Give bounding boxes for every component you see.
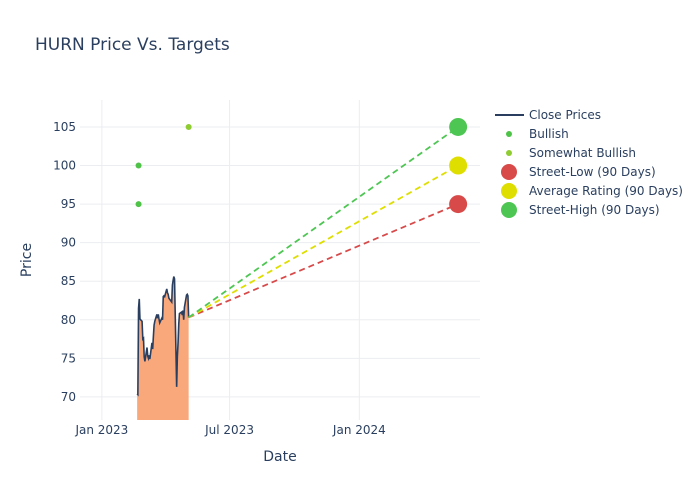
axis-ticks: 70 75 80 85 90 95 100 105 Jan 2023 Jul 2023 Jan 20… [53,120,386,437]
target-lines [188,126,459,319]
x-tick-label: Jan 2023 [74,423,128,437]
legend[interactable]: Close Prices Bullish Somewhat Bullish Stree… [495,108,683,218]
close-price-line-layer [136,276,190,397]
legend-label: Somewhat Bullish [529,146,636,160]
y-tick-label: 80 [61,313,76,327]
street-low-target-marker[interactable] [449,195,468,214]
legend-swatch [501,164,517,180]
rating-points [135,117,468,214]
street-low-target-line [188,203,459,319]
legend-item[interactable]: Street-High (90 Days) [501,202,660,218]
legend-item[interactable]: Street-Low (90 Days) [501,164,656,180]
legend-swatch [501,183,517,199]
legend-label: Bullish [529,127,569,141]
bullish-rating-point[interactable] [135,162,142,169]
legend-label: Average Rating (90 Days) [529,184,683,198]
y-axis-title: Price [19,243,35,277]
legend-label: Street-Low (90 Days) [529,165,656,179]
y-tick-label: 85 [61,274,76,288]
close-price-fill [137,276,189,420]
somewhat-bullish-rating-point[interactable] [185,123,192,130]
legend-item[interactable]: Somewhat Bullish [506,146,636,160]
average-rating-target-line [188,164,459,319]
y-tick-label: 90 [61,236,76,250]
legend-swatch [501,202,517,218]
street-high-target-line [188,126,459,319]
average-rating-target-marker[interactable] [449,156,468,175]
close-price-line [136,276,190,397]
legend-swatch [506,131,512,137]
legend-label: Close Prices [529,108,601,122]
legend-item[interactable]: Close Prices [495,108,601,122]
y-tick-label: 75 [61,351,76,365]
legend-swatch [506,150,512,156]
y-tick-label: 100 [53,159,76,173]
legend-item[interactable]: Average Rating (90 Days) [501,183,683,199]
close-price-area [137,276,189,420]
legend-label: Street-High (90 Days) [529,203,660,217]
x-tick-label: Jan 2024 [332,423,386,437]
street-high-target-marker[interactable] [449,117,468,136]
x-axis-title: Date [263,449,296,465]
y-tick-label: 95 [61,197,76,211]
bullish-rating-point[interactable] [135,201,142,208]
legend-item[interactable]: Bullish [506,127,569,141]
chart-title: HURN Price Vs. Targets [35,35,230,55]
x-tick-label: Jul 2023 [204,423,254,437]
y-tick-label: 70 [61,390,76,404]
y-tick-label: 105 [53,120,76,134]
